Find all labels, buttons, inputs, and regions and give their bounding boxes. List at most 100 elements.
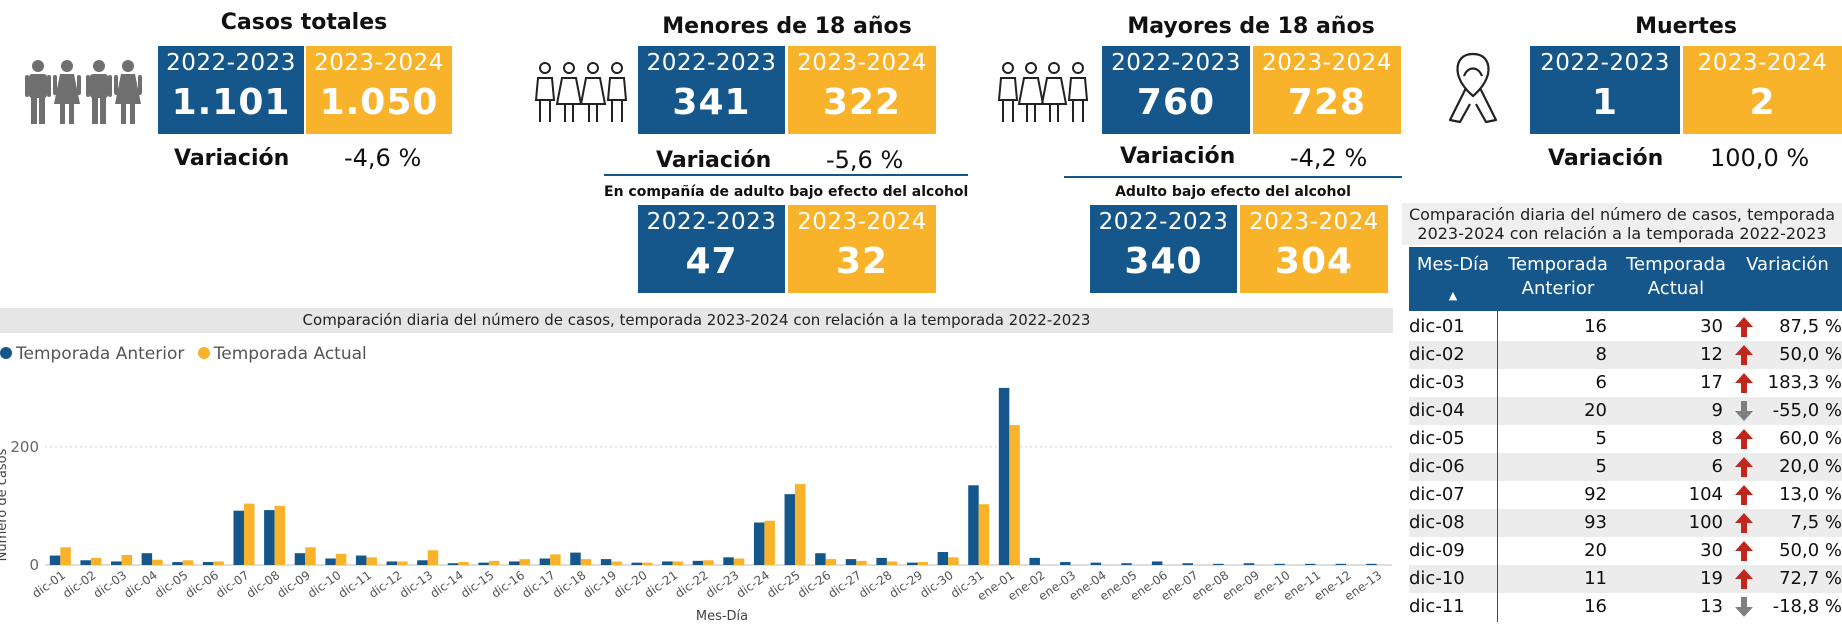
table-row[interactable]: dic-01 16 30 87,5 % bbox=[1409, 313, 1842, 341]
bar-actual bbox=[458, 562, 469, 565]
bar-actual bbox=[948, 557, 959, 565]
kpi-total-title: Casos totales bbox=[220, 10, 388, 35]
x-tick-label: dic-28 bbox=[856, 568, 894, 601]
kpi-adults-curr-value: 728 bbox=[1287, 82, 1367, 123]
cell-curr: 13 bbox=[1700, 596, 1723, 617]
col-header-curr[interactable]: Temporada Actual bbox=[1619, 253, 1733, 301]
table-row[interactable]: dic-10 11 19 72,7 % bbox=[1409, 565, 1842, 593]
cell-var: 50,0 % bbox=[1779, 540, 1842, 561]
bar-anterior bbox=[539, 558, 551, 565]
col-header-prev[interactable]: Temporada Anterior bbox=[1499, 253, 1617, 301]
bar-anterior bbox=[1335, 563, 1347, 565]
bar-actual bbox=[243, 503, 255, 565]
kpi-minors-prev-value: 341 bbox=[672, 82, 751, 123]
cell-prev: 16 bbox=[1584, 596, 1607, 617]
bar-actual bbox=[580, 559, 592, 565]
bar-anterior bbox=[845, 559, 857, 565]
cell-var: -18,8 % bbox=[1772, 596, 1842, 617]
arrow-up-icon bbox=[1733, 341, 1755, 369]
cell-day: dic-09 bbox=[1409, 540, 1465, 561]
table-row[interactable]: dic-11 16 13 -18,8 % bbox=[1409, 593, 1842, 621]
bar-actual bbox=[856, 560, 867, 565]
bar-anterior bbox=[784, 494, 796, 565]
cell-var: 87,5 % bbox=[1779, 316, 1842, 337]
kpi-adults-curr-box: 2023-2024 728 bbox=[1253, 46, 1401, 134]
kpi-total-prev-box: 2022-2023 1.101 bbox=[158, 46, 304, 134]
table-row[interactable]: dic-06 5 6 20,0 % bbox=[1409, 453, 1842, 481]
table-row[interactable]: dic-08 93 100 7,5 % bbox=[1409, 509, 1842, 537]
sort-ascending-icon[interactable]: ▲ bbox=[1448, 289, 1458, 302]
bar-anterior bbox=[1182, 563, 1194, 565]
chart-title: Comparación diaria del número de casos, … bbox=[302, 311, 1091, 329]
bar-actual bbox=[213, 561, 224, 565]
cell-curr: 19 bbox=[1700, 568, 1723, 589]
sub-adults-curr-label: 2023-2024 bbox=[1249, 209, 1379, 235]
kpi-adults-prev-label: 2022-2023 bbox=[1111, 50, 1241, 76]
y-tick-label: 0 bbox=[29, 556, 39, 574]
bar-actual bbox=[182, 560, 194, 565]
x-tick-label: dic-11 bbox=[336, 568, 374, 601]
bar-anterior bbox=[1090, 562, 1102, 565]
col-header-day[interactable]: Mes-Día ▲ bbox=[1409, 253, 1497, 305]
bar-anterior bbox=[264, 510, 275, 565]
kpi-deaths-prev-label: 2022-2023 bbox=[1540, 50, 1670, 76]
kpi-total-curr-label: 2023-2024 bbox=[314, 50, 444, 76]
kpi-deaths-title: Muertes bbox=[1635, 14, 1737, 39]
table-row[interactable]: dic-05 5 8 60,0 % bbox=[1409, 425, 1842, 453]
bar-anterior bbox=[937, 552, 949, 565]
bar-actual bbox=[90, 557, 102, 565]
kpi-minors-prev-box: 2022-2023 341 bbox=[638, 46, 785, 134]
table-row[interactable]: dic-04 20 9 -55,0 % bbox=[1409, 397, 1842, 425]
kpi-deaths-curr-label: 2023-2024 bbox=[1697, 50, 1828, 76]
cell-curr: 12 bbox=[1700, 344, 1723, 365]
bar-actual bbox=[917, 562, 928, 565]
adults-icon bbox=[998, 62, 1090, 124]
cell-curr: 8 bbox=[1711, 428, 1723, 449]
x-tick-label: dic-10 bbox=[305, 568, 343, 601]
kpi-minors-curr-value: 322 bbox=[822, 82, 902, 123]
y-tick-label: 200 bbox=[10, 438, 39, 456]
cell-curr: 104 bbox=[1688, 484, 1723, 505]
x-tick-label: dic-14 bbox=[428, 568, 466, 601]
x-tick-label: dic-20 bbox=[611, 568, 649, 601]
bar-anterior bbox=[1274, 563, 1285, 565]
kpi-total-var-label: Variación bbox=[174, 146, 290, 171]
sub-adults-prev-box: 2022-2023 340 bbox=[1090, 205, 1237, 293]
cell-day: dic-04 bbox=[1409, 400, 1465, 421]
bar-actual bbox=[703, 560, 714, 565]
table-title-line1: Comparación diaria del número de casos, … bbox=[1408, 205, 1836, 224]
cell-day: dic-11 bbox=[1409, 596, 1465, 617]
bar-anterior bbox=[417, 560, 428, 565]
table-row[interactable]: dic-02 8 12 50,0 % bbox=[1409, 341, 1842, 369]
cell-curr: 100 bbox=[1688, 512, 1723, 533]
children-icon bbox=[534, 62, 630, 124]
arrow-down-icon bbox=[1733, 397, 1755, 425]
sub-adults-curr-box: 2023-2024 304 bbox=[1240, 205, 1388, 293]
x-tick-label: dic-17 bbox=[519, 568, 557, 601]
bar-actual bbox=[795, 484, 806, 565]
col-header-var[interactable]: Variación bbox=[1733, 253, 1842, 277]
bar-actual bbox=[397, 561, 408, 565]
x-tick-label: dic-19 bbox=[581, 568, 619, 601]
bar-anterior bbox=[1029, 557, 1040, 565]
cell-day: dic-10 bbox=[1409, 568, 1465, 589]
legend-dot-actual bbox=[197, 347, 210, 359]
x-axis-label: Mes-Día bbox=[696, 609, 748, 622]
bar-anterior bbox=[447, 563, 459, 565]
kpi-total-prev-label: 2022-2023 bbox=[166, 50, 296, 76]
kpi-adults-prev-box: 2022-2023 760 bbox=[1102, 46, 1250, 134]
bar-actual bbox=[611, 561, 622, 565]
table-row[interactable]: dic-03 6 17 183,3 % bbox=[1409, 369, 1842, 397]
table-row[interactable]: dic-07 92 104 13,0 % bbox=[1409, 481, 1842, 509]
kpi-adults-var-value: -4,2 % bbox=[1290, 144, 1368, 172]
sub-adults-prev-value: 340 bbox=[1124, 241, 1203, 282]
kpi-deaths-prev-value: 1 bbox=[1591, 82, 1619, 123]
cell-day: dic-07 bbox=[1409, 484, 1465, 505]
arrow-up-icon bbox=[1733, 509, 1755, 537]
arrow-up-icon bbox=[1733, 313, 1755, 341]
table-row[interactable]: dic-09 20 30 50,0 % bbox=[1409, 537, 1842, 565]
bar-anterior bbox=[631, 562, 642, 565]
kpi-total-curr-box: 2023-2024 1.050 bbox=[306, 46, 452, 134]
bar-actual bbox=[60, 547, 71, 565]
